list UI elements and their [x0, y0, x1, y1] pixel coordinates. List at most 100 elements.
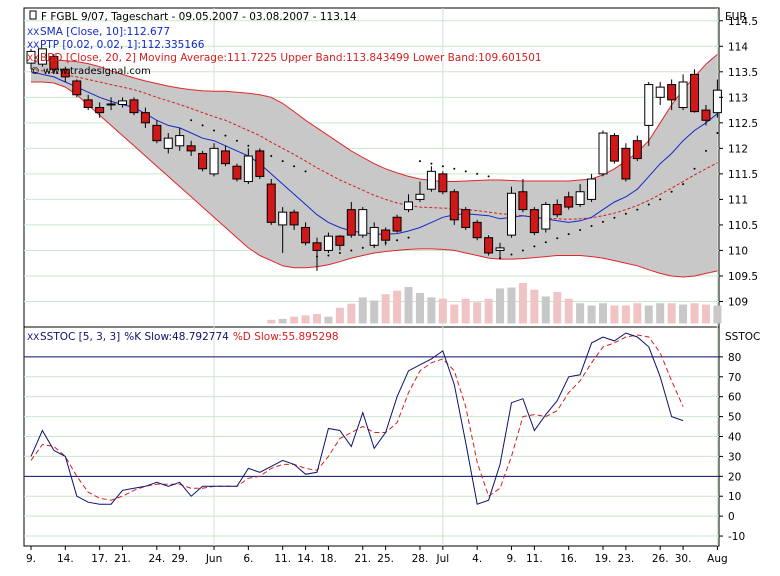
volume-bar: [290, 316, 299, 324]
ptp-legend: PTP [0.02, 0.02, 1]:112.335166: [40, 39, 205, 51]
sstoc-d: %D Slow:55.895298: [233, 331, 339, 343]
volume-bar: [507, 287, 516, 324]
ptp-dot: [647, 203, 650, 206]
ptp-dot: [544, 241, 547, 244]
price-tick-label: 113: [728, 92, 748, 104]
volume-bar: [610, 305, 619, 324]
volume-bar: [518, 283, 527, 324]
candle-body: [358, 209, 368, 236]
price-tick-label: 111: [728, 194, 748, 206]
ptp-dot: [293, 165, 296, 168]
ptp-dot: [613, 216, 616, 219]
x-tick-label: 30.: [675, 553, 692, 565]
candle-body: [118, 100, 128, 105]
candle-body: [667, 84, 677, 101]
volume-bar: [393, 290, 402, 324]
volume-bar: [530, 289, 539, 324]
ptp-dot: [338, 251, 341, 254]
volume-bar: [404, 287, 413, 324]
candle-body: [575, 191, 585, 206]
candle-body: [26, 50, 36, 64]
ptp-dot: [521, 249, 524, 252]
x-tick-label: 9.: [26, 553, 36, 565]
ptp-dot: [659, 198, 662, 201]
volume-bar: [679, 304, 688, 324]
candle-body: [495, 247, 505, 251]
ptp-dot: [418, 160, 421, 163]
price-tick-label: 114.5: [728, 16, 758, 28]
candle-body: [60, 68, 70, 78]
bbd-legend: BBD [Close, 20, 2] Moving Average:111.722…: [40, 52, 542, 64]
candle-body: [564, 196, 574, 208]
volume-bar: [553, 291, 562, 324]
candle-body: [278, 211, 288, 226]
candle-body: [506, 192, 516, 236]
candle-body: [312, 242, 322, 251]
ptp-dot: [247, 144, 250, 147]
price-tick-label: 109.5: [728, 271, 758, 283]
ptp-dot: [510, 253, 513, 256]
candle-body: [335, 235, 345, 246]
x-tick-label: 21.: [114, 553, 131, 565]
ptp-dot: [499, 257, 502, 260]
candle-body: [701, 109, 711, 121]
ptp-dot: [361, 246, 364, 249]
candle-body: [186, 145, 196, 152]
ptp-dot: [327, 254, 330, 257]
volume-bar: [644, 305, 653, 324]
ptp-dot: [190, 119, 193, 122]
bbd-prefix: BBD [Close, 20, 2]: [40, 52, 136, 64]
ptp-dot: [201, 124, 204, 127]
candle-body: [712, 89, 722, 114]
candle-body: [587, 178, 597, 200]
ptp-dot: [350, 249, 353, 252]
candle-body: [49, 55, 59, 70]
x-tick-label: 11.: [274, 553, 291, 565]
candle-body: [472, 221, 482, 239]
volume-bar: [461, 298, 470, 324]
candle-body: [72, 80, 82, 96]
candle-body: [541, 204, 551, 230]
price-tick-label: 110.5: [728, 220, 758, 232]
candle-body: [438, 173, 448, 193]
ptp-marker: XX: [27, 41, 39, 51]
volume-bar: [541, 296, 550, 324]
candle-body: [518, 191, 528, 211]
ptp-dot: [624, 212, 627, 215]
sstoc-tick-label: 60: [728, 392, 741, 404]
ptp-dot: [693, 167, 696, 170]
sstoc-prefix: SSTOC [5, 3, 3]: [40, 331, 120, 343]
x-tick-label: 25.: [377, 553, 394, 565]
price-tick-label: 109: [728, 296, 748, 308]
sstoc-marker: XX: [27, 333, 39, 343]
candle-body: [266, 183, 276, 223]
candle-body: [301, 226, 311, 244]
volume-bars: [267, 283, 722, 324]
price-tick-label: 113.5: [728, 67, 758, 79]
sstoc-tick-label: 0: [728, 511, 735, 523]
volume-bar: [599, 303, 607, 324]
volume-bar: [358, 297, 367, 324]
x-tick-label: 4.: [472, 553, 482, 565]
ptp-dot: [716, 132, 719, 135]
volume-bar: [313, 313, 321, 324]
ptp-dot: [213, 129, 216, 132]
x-tick-label: 23.: [618, 553, 635, 565]
volume-bar: [656, 303, 665, 324]
volume-bar: [415, 292, 424, 324]
candle-body: [529, 209, 539, 234]
sstoc-tick-label: 70: [728, 372, 741, 384]
price-tick-label: 111.5: [728, 169, 758, 181]
price-tick-label: 114: [728, 41, 748, 53]
ptp-dot: [567, 233, 570, 236]
candle-body: [404, 201, 414, 211]
x-tick-label: Jul: [436, 553, 450, 565]
sma-legend: SMA [Close, 10]:112.677: [40, 26, 170, 38]
ptp-dots: [190, 119, 719, 260]
x-tick-label: 17.: [91, 553, 108, 565]
volume-bar: [370, 300, 379, 324]
ptp-dot: [384, 241, 387, 244]
volume-bar: [484, 298, 493, 324]
sstoc-k: %K Slow:48.792774: [124, 331, 229, 343]
x-tick-label: 28.: [412, 553, 429, 565]
